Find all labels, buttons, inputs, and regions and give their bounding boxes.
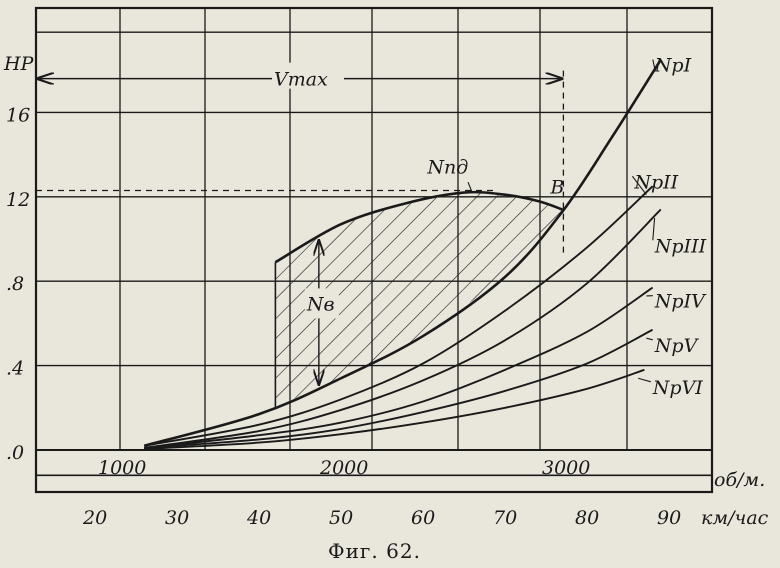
- x-axis-label-rpm: об/м.: [714, 469, 765, 491]
- series-line: [144, 368, 645, 450]
- rpm-tick-label: 2000: [319, 457, 368, 479]
- series-label: NpV: [654, 335, 700, 357]
- rpm-tick-label: 1000: [98, 457, 146, 479]
- rpm-tick-labels: 1000 2000 3000: [98, 457, 590, 479]
- label-leader: [652, 59, 656, 69]
- series-label: NpI: [654, 55, 692, 77]
- speed-tick-label: 90: [657, 507, 681, 529]
- series-group: [143, 58, 662, 450]
- vmax-label-bg: [272, 62, 344, 89]
- series-line: [144, 328, 654, 449]
- y-tick-labels: .0 .4 .8 12 16: [6, 104, 30, 464]
- speed-tick-label: 50: [329, 507, 353, 529]
- y-tick-label: 12: [6, 189, 30, 211]
- figure-caption: Фиг. 62.: [328, 539, 421, 563]
- y-tick-label: .4: [6, 358, 24, 380]
- series-line: [143, 58, 662, 448]
- x-axis-label-speed: км/час: [701, 507, 769, 529]
- speed-tick-label: 30: [165, 507, 189, 529]
- vmax-label: Vmax: [274, 69, 328, 91]
- speed-tick-label: 80: [575, 507, 599, 529]
- y-axis-label: HP: [3, 53, 35, 75]
- series-line: [274, 190, 563, 264]
- engine-power-label: Nпд: [426, 157, 468, 179]
- y-tick-label: .8: [6, 273, 24, 295]
- y-tick-label: 16: [6, 104, 30, 126]
- rpm-tick-label: 3000: [542, 457, 590, 479]
- power-reserve-label: Nв: [306, 293, 335, 315]
- label-leader: [652, 217, 656, 241]
- series-label: NpIII: [654, 235, 707, 257]
- power-reserve-label-bg: [304, 288, 339, 319]
- speed-tick-labels: 20 30 40 50 60 70 80 90: [82, 507, 681, 529]
- speed-tick-label: 40: [246, 507, 271, 529]
- y-tick-label: .0: [6, 442, 24, 464]
- speed-tick-label: 20: [82, 507, 107, 529]
- series-label: NpII: [633, 171, 678, 193]
- series-line: [144, 286, 654, 449]
- series-line: [144, 208, 662, 449]
- series-label: NpVI: [652, 377, 704, 399]
- series-label: NpIV: [654, 291, 707, 313]
- series-line: [144, 185, 654, 447]
- annotation-group: NpI NpII NpIII NpIV NpV NpVI Vmax B Nпд Nв: [36, 55, 707, 399]
- speed-tick-label: 60: [411, 507, 435, 529]
- hatched-area: [275, 192, 563, 407]
- power-reserve-area: [274, 192, 563, 407]
- label-leader: [631, 175, 647, 196]
- label-leader: [638, 377, 651, 383]
- label-leader: [646, 337, 653, 341]
- point-b-label: B: [549, 176, 564, 198]
- speed-tick-label: 70: [493, 507, 517, 529]
- plot-frame: [34, 6, 714, 494]
- engine-power-leader: [467, 181, 473, 193]
